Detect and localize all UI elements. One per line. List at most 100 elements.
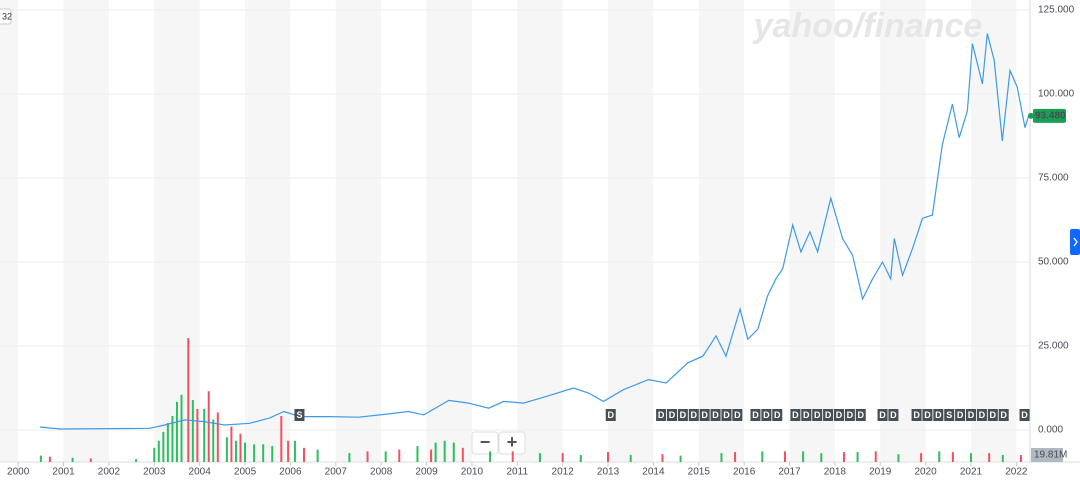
event-marker[interactable] — [677, 409, 688, 421]
x-tick-label: 2019 — [869, 467, 892, 478]
event-label[interactable]: D — [792, 410, 799, 420]
event-marker[interactable] — [772, 409, 783, 421]
zoom-in[interactable]: + — [507, 432, 518, 452]
event-marker[interactable] — [294, 409, 305, 421]
event-label[interactable]: D — [803, 410, 810, 420]
event-label[interactable]: D — [924, 410, 931, 420]
zoom-controls: − + — [471, 431, 526, 455]
event-label[interactable]: D — [607, 410, 614, 420]
event-label[interactable]: D — [658, 410, 665, 420]
event-marker[interactable] — [812, 409, 823, 421]
event-marker[interactable] — [710, 409, 721, 421]
event-label[interactable]: D — [1000, 410, 1007, 420]
x-tick-label: 2012 — [552, 467, 575, 478]
zoom-out-button[interactable] — [471, 431, 499, 455]
event-label[interactable]: D — [691, 410, 698, 420]
volume-bar — [39, 455, 42, 462]
event-label[interactable]: D — [723, 410, 730, 420]
event-label[interactable]: D — [979, 410, 986, 420]
event-label[interactable]: D — [752, 410, 759, 420]
event-marker[interactable] — [732, 409, 743, 421]
event-marker[interactable] — [911, 409, 922, 421]
event-marker[interactable] — [998, 409, 1009, 421]
event-label[interactable]: D — [968, 410, 975, 420]
event-marker[interactable] — [976, 409, 987, 421]
event-marker[interactable] — [833, 409, 844, 421]
event-marker[interactable] — [1019, 409, 1030, 421]
event-marker[interactable] — [605, 409, 616, 421]
volume-bar — [234, 440, 237, 462]
event-marker[interactable] — [933, 409, 944, 421]
volume-bar — [1019, 454, 1022, 462]
event-marker[interactable] — [801, 409, 812, 421]
y-tick-label: 100.000 — [1038, 89, 1075, 100]
event-marker[interactable] — [666, 409, 677, 421]
year-band — [154, 0, 200, 462]
x-tick-label: 2000 — [7, 467, 30, 478]
y-tick-label: 25.000 — [1038, 341, 1069, 352]
event-marker[interactable] — [750, 409, 761, 421]
x-tick-label: 2015 — [688, 467, 711, 478]
event-label[interactable]: D — [669, 410, 676, 420]
event-label[interactable]: D — [890, 410, 897, 420]
zoom-out[interactable]: − — [480, 432, 491, 452]
volume-bar — [761, 451, 764, 462]
event-label[interactable]: D — [825, 410, 832, 420]
event-label[interactable]: D — [913, 410, 920, 420]
event-marker[interactable] — [944, 409, 955, 421]
event-label[interactable]: D — [701, 410, 708, 420]
volume-bar — [856, 452, 859, 462]
event-label[interactable]: D — [1021, 410, 1028, 420]
x-tick-label: 2016 — [733, 467, 756, 478]
side-tab[interactable] — [1070, 229, 1080, 255]
event-marker[interactable] — [699, 409, 710, 421]
event-label[interactable]: D — [858, 410, 865, 420]
event-label[interactable]: D — [957, 410, 964, 420]
volume-bar — [398, 449, 401, 462]
event-marker[interactable] — [721, 409, 732, 421]
event-marker[interactable] — [761, 409, 772, 421]
volume-bar — [280, 415, 283, 462]
event-marker[interactable] — [966, 409, 977, 421]
volume-bar — [938, 451, 941, 462]
event-marker[interactable] — [844, 409, 855, 421]
volume-bar — [287, 440, 290, 462]
event-label[interactable]: D — [847, 410, 854, 420]
event-label[interactable]: D — [990, 410, 997, 420]
volume-bar — [538, 453, 541, 462]
event-marker[interactable] — [888, 409, 899, 421]
volume-bar — [988, 453, 991, 462]
event-label[interactable]: D — [879, 410, 886, 420]
volume-bar — [920, 453, 923, 462]
event-label[interactable]: D — [763, 410, 770, 420]
event-label[interactable]: S — [296, 410, 302, 420]
year-band — [63, 0, 109, 462]
event-label[interactable]: D — [836, 410, 843, 420]
y-tick-label: 75.000 — [1038, 173, 1069, 184]
event-marker[interactable] — [855, 409, 866, 421]
year-band — [0, 0, 19, 462]
event-marker[interactable] — [656, 409, 667, 421]
event-marker[interactable] — [823, 409, 834, 421]
event-label[interactable]: D — [680, 410, 687, 420]
event-label[interactable]: S — [946, 410, 952, 420]
event-label[interactable]: D — [935, 410, 942, 420]
year-band — [426, 0, 472, 462]
volume-bar — [162, 431, 165, 462]
last-price-badge — [1033, 108, 1066, 123]
event-marker[interactable] — [955, 409, 966, 421]
x-tick-label: 2011 — [507, 467, 529, 478]
event-label[interactable]: D — [814, 410, 821, 420]
event-marker[interactable] — [790, 409, 801, 421]
event-marker[interactable] — [877, 409, 888, 421]
event-marker[interactable] — [688, 409, 699, 421]
event-label[interactable]: D — [734, 410, 741, 420]
watermark: yahoo/finance — [752, 7, 983, 45]
event-label[interactable]: D — [712, 410, 719, 420]
volume-bar — [244, 442, 247, 462]
event-label[interactable]: D — [774, 410, 781, 420]
event-marker[interactable] — [922, 409, 933, 421]
event-marker[interactable] — [987, 409, 998, 421]
side-tab-arrow[interactable] — [1073, 237, 1078, 247]
